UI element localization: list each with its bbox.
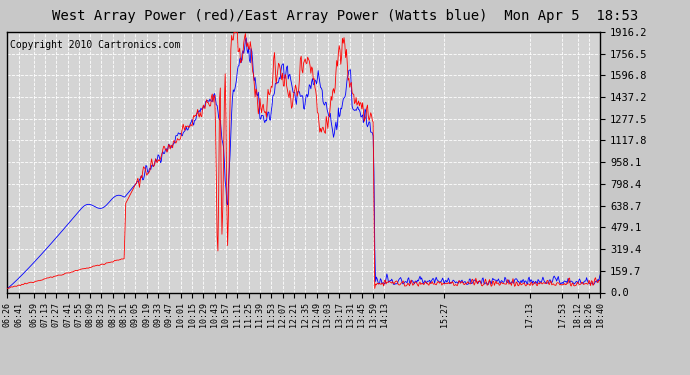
Text: Copyright 2010 Cartronics.com: Copyright 2010 Cartronics.com — [10, 40, 180, 50]
Text: West Array Power (red)/East Array Power (Watts blue)  Mon Apr 5  18:53: West Array Power (red)/East Array Power … — [52, 9, 638, 23]
